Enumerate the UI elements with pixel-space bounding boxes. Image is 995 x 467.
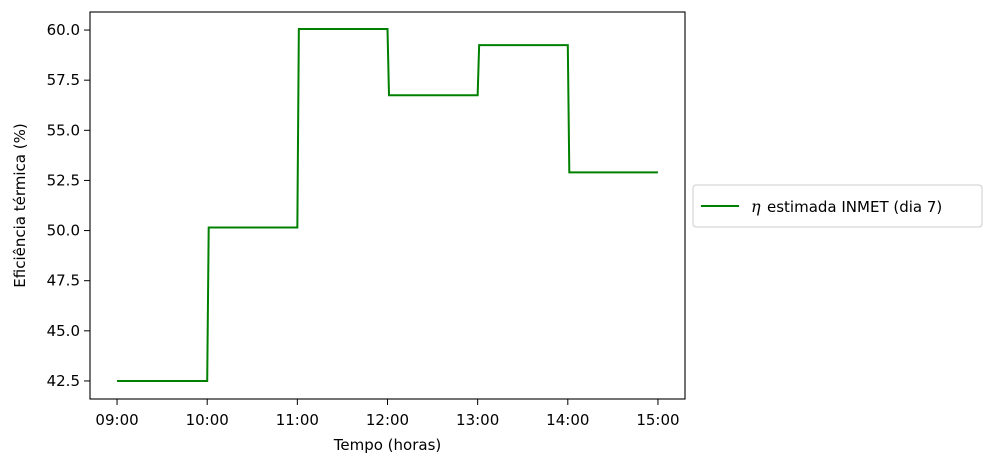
x-tick-label: 11:00	[276, 411, 319, 429]
plot-area	[90, 12, 685, 399]
y-tick-label: 60.0	[47, 21, 80, 39]
y-tick-label: 50.0	[47, 222, 80, 240]
series-line	[117, 28, 658, 382]
x-axis: 09:00 10:00 11:00 12:00 13:00 14:00 15:00	[95, 399, 680, 429]
y-tick-label: 55.0	[47, 121, 80, 139]
x-tick-label: 12:00	[366, 411, 409, 429]
x-axis-title: Tempo (horas)	[333, 436, 441, 454]
legend-box	[692, 184, 983, 228]
y-tick-label: 47.5	[47, 272, 80, 290]
x-tick-label: 14:00	[546, 411, 589, 429]
x-tick-label: 15:00	[636, 411, 679, 429]
y-axis: 42.5 45.0 47.5 50.0 52.5 55.0 57.5 60.0	[47, 21, 90, 390]
y-axis-title: Eficiência térmica (%)	[11, 123, 29, 287]
plot-frame	[89, 11, 686, 400]
x-tick-label: 13:00	[456, 411, 499, 429]
y-tick-label: 57.5	[47, 71, 80, 89]
y-tick-label: 52.5	[47, 171, 80, 189]
y-tick-label: 45.0	[47, 322, 80, 340]
x-tick-label: 10:00	[186, 411, 229, 429]
y-tick-label: 42.5	[47, 372, 80, 390]
legend: η estimada INMET (dia 7)	[692, 184, 983, 228]
legend-label: estimada INMET (dia 7)	[767, 198, 942, 216]
legend-eta-symbol: η	[751, 197, 761, 216]
x-tick-label: 09:00	[95, 411, 138, 429]
